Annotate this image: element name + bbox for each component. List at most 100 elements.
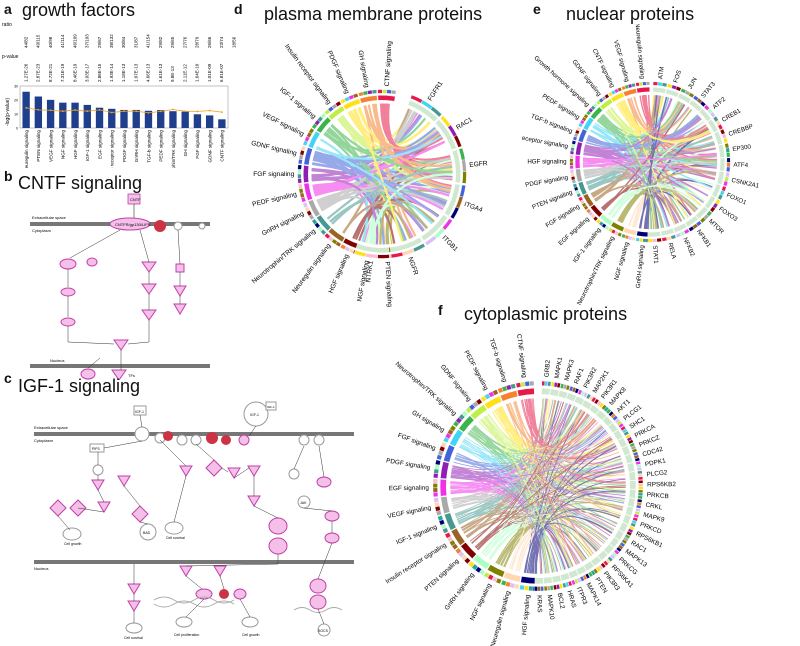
tfs-label: TFs	[128, 373, 135, 378]
gray-node	[92, 464, 104, 476]
chord-outer-band	[492, 389, 499, 396]
chord-outer-band	[462, 171, 467, 184]
protein-label: JUN	[687, 76, 699, 90]
chord-segment	[303, 165, 309, 183]
chord-ribbon	[495, 408, 572, 568]
chord-ribbon	[342, 201, 428, 234]
chord-segment	[557, 390, 569, 399]
chord-ribbon	[454, 457, 625, 504]
chord-ribbon	[583, 162, 718, 173]
pathway-label: VEGF signaling	[387, 504, 432, 520]
bar	[95, 107, 104, 128]
chord-segment	[359, 95, 378, 104]
chord-ribbon	[483, 434, 610, 556]
chord-outer-band	[547, 381, 552, 387]
chord-segment	[629, 480, 637, 490]
ratio-value: 49/115	[36, 34, 41, 48]
pathway-label: PEDF signaling	[252, 191, 298, 208]
chord-ribbon	[352, 206, 396, 244]
chord-ribbon	[367, 104, 451, 193]
category-label: PEDF signaling	[159, 130, 164, 162]
ratio-point	[74, 109, 76, 111]
ratio-point	[123, 110, 125, 113]
chord-outer-band	[367, 89, 373, 95]
chord-segment	[575, 565, 587, 576]
chord-segment	[660, 228, 675, 237]
receptor-label: CNTFR/gp130/LIFR	[115, 222, 151, 227]
chord-outer-band	[634, 457, 641, 462]
chord-outer-band	[645, 81, 650, 86]
jak-label: JAK	[300, 501, 307, 505]
panel-c-title: IGF-1 signaling	[18, 376, 141, 396]
pvalue-value: 8.46E-19	[72, 63, 77, 82]
chord-outer-band	[627, 439, 634, 445]
socs-label: SOCS	[318, 629, 329, 633]
chord-ribbon	[645, 194, 659, 230]
chord-outer-band	[572, 183, 578, 188]
chord-outer-band	[633, 513, 640, 519]
chord-outer-band	[609, 553, 616, 560]
pvalue-value: 9.8E-13	[170, 66, 175, 82]
chord-outer-band	[324, 232, 331, 240]
chord-ribbon	[620, 193, 655, 230]
chord-outer-band	[612, 415, 619, 422]
chord-outer-band	[297, 178, 302, 184]
chord-outer-band	[688, 225, 695, 232]
chord-outer-band	[621, 233, 627, 239]
chord-outer-band	[726, 157, 731, 163]
chord-outer-band	[726, 162, 731, 168]
cntf-pathway-diagram: Extracellular space Cytoplasm Nucleus CN…	[30, 193, 210, 380]
pathway-label: Neuregulin signaling	[490, 590, 513, 646]
chord-outer-band	[571, 140, 577, 145]
chord-segment	[328, 105, 346, 121]
protein-label: RAC1	[455, 116, 474, 131]
pathway-label: EGF signaling	[389, 485, 430, 493]
chord-outer-band	[605, 408, 612, 415]
chord-outer-band	[699, 100, 707, 108]
protein-label: FOS	[672, 69, 683, 83]
category-label: VEGF signaling	[48, 130, 53, 162]
pvalue-value: 1.93E-14	[109, 63, 114, 82]
stat-node	[324, 532, 340, 544]
ratio-point	[86, 110, 89, 113]
ratio-value: 28/79	[195, 36, 200, 48]
chord-outer-band	[675, 86, 682, 92]
category-label: CNTF signaling	[220, 130, 225, 162]
chord-outer-band	[440, 441, 448, 448]
chord-segment	[602, 415, 613, 427]
chord-segment	[342, 98, 361, 111]
chord-ribbon	[525, 399, 556, 444]
chord-segment	[590, 106, 603, 120]
pathway-label: GH signaling	[357, 50, 371, 89]
pathway-label: GnRH signaling	[261, 210, 306, 237]
pvalue-value: 7.31E-19	[60, 63, 65, 82]
chord-outer-band	[604, 93, 610, 99]
chord-outer-band	[726, 166, 731, 173]
chord-ribbon	[515, 401, 621, 517]
bar	[71, 102, 79, 128]
chord-outer-band	[569, 158, 574, 163]
protein-label: GRB2	[544, 359, 552, 377]
chord-outer-band	[459, 184, 466, 198]
chord-ribbon	[379, 206, 412, 245]
pathway-node	[205, 459, 223, 477]
chord-outer-band	[699, 217, 707, 224]
bar	[83, 104, 91, 128]
pvalue-row-label: p-value	[2, 54, 19, 60]
chord-segment	[628, 489, 637, 499]
chord-outer-band	[353, 249, 367, 258]
pathway-node	[247, 465, 261, 477]
pvalue-value: 1.07E-13	[133, 63, 138, 82]
chord-ribbon	[451, 409, 583, 504]
chord-segment	[583, 560, 595, 572]
pathway-label: IGF-1 signaling	[278, 86, 317, 120]
chord-outer-band	[520, 381, 526, 388]
chord-ribbon	[512, 401, 594, 555]
chord-ribbon	[524, 399, 577, 566]
chord-ribbon	[586, 115, 700, 148]
protein-label: HRAS	[566, 590, 578, 609]
ratio-point	[49, 109, 52, 112]
chord-outer-band	[519, 584, 525, 591]
chord-segment	[407, 100, 439, 123]
chord-outer-band	[454, 547, 462, 555]
